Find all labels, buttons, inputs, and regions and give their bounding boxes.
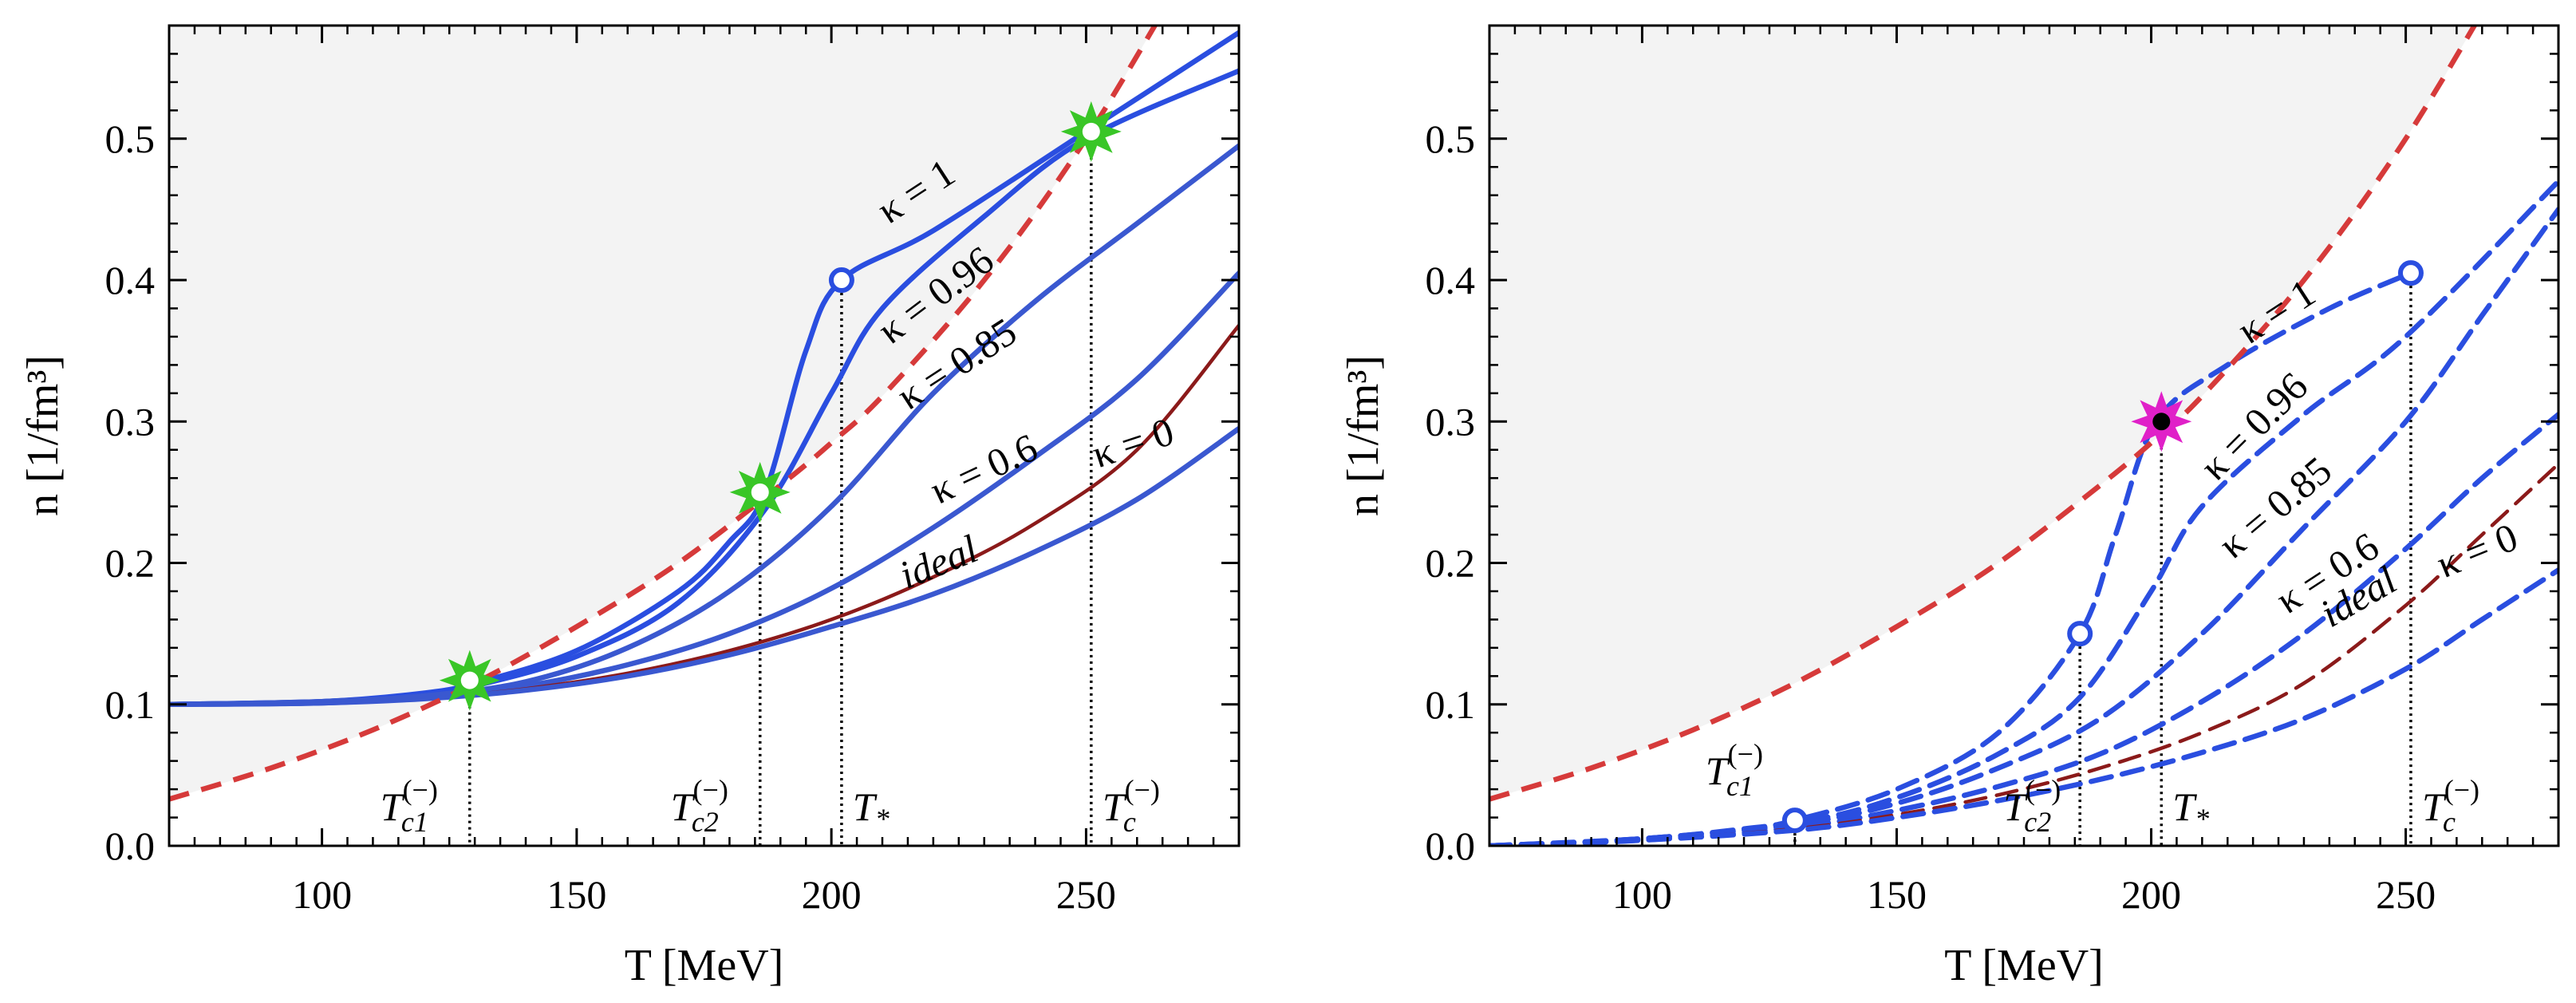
- plot-area: [1489, 26, 2558, 846]
- temperature-label: T*: [2172, 784, 2209, 835]
- y-tick-label: 0.4: [1426, 258, 1476, 302]
- series-line-kappa-0: [169, 425, 1239, 708]
- y-tick-label: 0.1: [105, 682, 156, 727]
- x-tick-label: 150: [1867, 872, 1927, 917]
- boundary-line: [169, 26, 1158, 802]
- series-label: κ = 0: [2430, 514, 2523, 586]
- y-tick-label: 0.3: [1426, 399, 1476, 444]
- temperature-label: T(−) c2: [671, 774, 728, 838]
- open-circle-marker: [828, 267, 854, 294]
- boundary-line: [1489, 26, 2478, 802]
- y-tick-label: 0.1: [1426, 682, 1476, 727]
- y-axis-label: n [1/fm³]: [18, 355, 68, 516]
- y-tick-label: 0.4: [105, 258, 156, 302]
- y-tick-label: 0.5: [1426, 116, 1476, 161]
- series-label: κ = 0: [1087, 409, 1179, 476]
- left-panel: 100 150 200 250 0.0 0.1 0.2 0.3 0.4 0.5 T [MeV] n […: [18, 24, 1241, 990]
- open-circle-marker: [1781, 808, 1808, 834]
- open-circle-marker: [2397, 260, 2424, 286]
- y-tick-label: 0.0: [105, 823, 156, 868]
- star-marker-center: [751, 483, 769, 501]
- temperature-label: T(−) c2: [2003, 774, 2061, 838]
- temperature-label: T(−) c: [1103, 774, 1160, 838]
- x-tick-label: 100: [1612, 872, 1672, 917]
- y-tick-label: 0.5: [105, 116, 156, 161]
- x-tick-label: 250: [2376, 872, 2436, 917]
- series-line-kappa-0: [1489, 567, 2558, 846]
- x-tick-label: 250: [1056, 872, 1116, 917]
- star-marker-center: [460, 671, 479, 689]
- y-tick-label: 0.2: [105, 541, 156, 586]
- x-tick-label: 100: [292, 872, 352, 917]
- temperature-label: T(−) c1: [1706, 738, 1763, 802]
- y-axis-label: n [1/fm³]: [1339, 355, 1388, 516]
- series-label: κ = 0.6: [923, 424, 1043, 512]
- temperature-label: T(−) c: [2422, 774, 2479, 838]
- x-axis-label: T [MeV]: [625, 941, 784, 990]
- shaded-region: [169, 26, 1155, 800]
- x-tick-label: 150: [546, 872, 606, 917]
- series-label: ideal: [893, 526, 984, 597]
- y-tick-label: 0.3: [105, 399, 156, 444]
- y-tick-label: 0.2: [1426, 541, 1476, 586]
- x-tick-label: 200: [2121, 872, 2181, 917]
- open-circle-marker: [2067, 621, 2093, 647]
- plot-area: [169, 26, 1239, 846]
- x-tick-label: 200: [802, 872, 862, 917]
- temperature-label: T(−) c1: [381, 774, 438, 838]
- star-marker-center: [2152, 413, 2171, 431]
- series-line-kappa-0-96: [1489, 178, 2558, 846]
- right-panel: 100 150 200 250 0.0 0.1 0.2 0.3 0.4 0.5 T [MeV] n […: [1339, 24, 2560, 990]
- star-marker-center: [1082, 122, 1100, 140]
- y-tick-label: 0.0: [1426, 823, 1476, 868]
- shaded-region: [1489, 26, 2475, 800]
- x-axis-label: T [MeV]: [1944, 941, 2104, 990]
- temperature-label: T*: [853, 784, 890, 835]
- series-line-kappa-0-85: [1489, 207, 2558, 846]
